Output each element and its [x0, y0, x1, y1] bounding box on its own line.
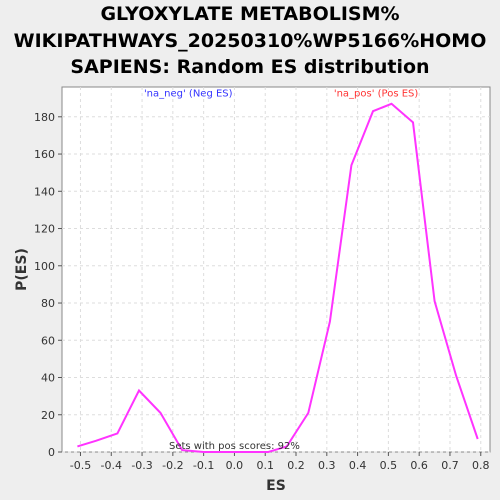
tick-labels: -0.5 -0.4 -0.3 -0.2 -0.1 0.0 0.1 0.2 0.3 0.4 0.5 0.… [34, 111, 490, 472]
y-tick-label: 140 [34, 185, 55, 198]
x-tick-label: 0.1 [256, 459, 274, 472]
y-tick-label: 40 [41, 372, 55, 385]
y-tick-label: 0 [48, 446, 55, 459]
chart-title-line-3: SAPIENS: Random ES distribution [70, 56, 430, 78]
x-tick-label: 0.2 [287, 459, 305, 472]
x-tick-label: -0.1 [193, 459, 214, 472]
x-tick-label: 0.0 [226, 459, 244, 472]
series-line [77, 102, 479, 453]
annotations: 'na_neg' (Neg ES) 'na_pos' (Pos ES) Sets w… [144, 88, 418, 452]
y-tick-label: 160 [34, 148, 55, 161]
x-tick-label: -0.3 [131, 459, 152, 472]
plot-area [61, 86, 491, 453]
x-tick-label: 0.8 [472, 459, 490, 472]
x-tick-label: -0.2 [162, 459, 183, 472]
y-tick-label: 100 [34, 260, 55, 273]
x-tick-label: -0.5 [70, 459, 91, 472]
annotation-label: 'na_pos' (Pos ES) [334, 88, 419, 99]
x-axis-label: ES [266, 478, 286, 494]
chart-title-line-1: GLYOXYLATE METABOLISM% [100, 3, 400, 25]
y-tick-label: 80 [41, 297, 55, 310]
x-tick-label: 0.5 [380, 459, 398, 472]
x-tick-label: -0.4 [101, 459, 122, 472]
y-tick-label: 120 [34, 223, 55, 236]
y-tick-label: 180 [34, 111, 55, 124]
chart-title-line-2: WIKIPATHWAYS_20250310%WP5166%HOMO [13, 30, 487, 52]
x-tick-label: 0.3 [318, 459, 336, 472]
annotation-label: Sets with pos scores: 92% [169, 441, 300, 452]
x-tick-label: 0.7 [441, 459, 459, 472]
x-tick-label: 0.4 [349, 459, 367, 472]
y-tick-label: 60 [41, 334, 55, 347]
y-tick-label: 20 [41, 409, 55, 422]
x-tick-label: 0.6 [410, 459, 428, 472]
y-axis-label: P(ES) [14, 248, 30, 291]
annotation-label: 'na_neg' (Neg ES) [144, 88, 233, 99]
